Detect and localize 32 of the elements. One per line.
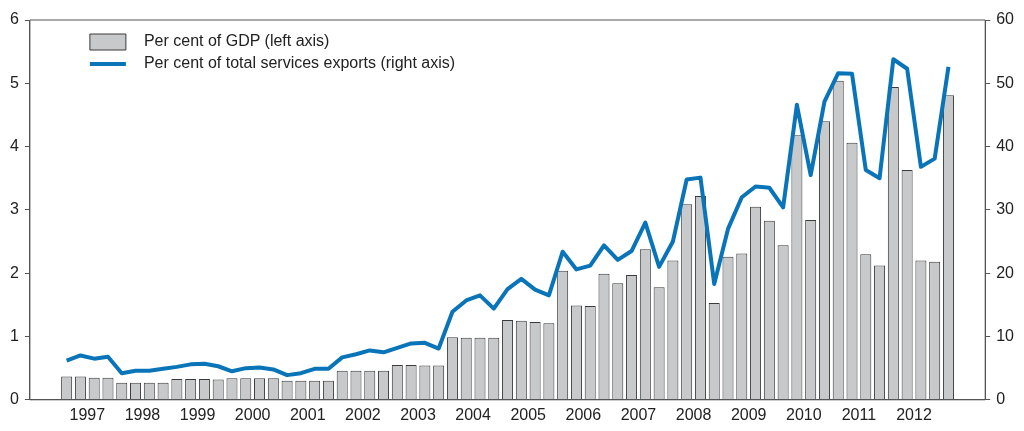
x-tick-label: 2003	[400, 405, 436, 423]
x-tick-label: 1998	[124, 405, 161, 423]
y-tick-label: 4	[9, 137, 19, 155]
y-tick-label: 5	[9, 73, 19, 91]
x-tick-label: 2005	[510, 405, 547, 423]
x-tick-label: 2011	[841, 405, 877, 423]
y-tick-label: 6	[9, 10, 19, 28]
y2-tick-label: 50	[996, 73, 1015, 91]
y-tick-label: 1	[9, 326, 19, 344]
x-tick-label: 2007	[620, 405, 657, 423]
x-tick-label: 2002	[345, 405, 381, 423]
y2-tick-label: 60	[996, 10, 1015, 28]
y2-tick-label: 0	[996, 390, 1006, 408]
y2-tick-label: 10	[996, 326, 1015, 344]
x-tick-label: 1997	[69, 405, 106, 423]
x-tick-label: 2010	[785, 405, 822, 423]
y-tick-label: 2	[9, 263, 19, 281]
y2-tick-label: 30	[996, 200, 1015, 218]
x-tick-label: 1999	[179, 405, 216, 423]
x-tick-label: 2000	[234, 405, 271, 423]
y2-tick-label: 40	[996, 137, 1015, 155]
x-tick-label: 2008	[675, 405, 712, 423]
legend-label: Per cent of total services exports (right axis)	[143, 54, 456, 72]
x-tick-label: 2006	[565, 405, 602, 423]
x-tick-label: 2001	[289, 405, 326, 423]
legend-label: Per cent of GDP (left axis)	[143, 32, 330, 50]
y2-tick-label: 20	[996, 263, 1015, 281]
x-tick-label: 2004	[455, 405, 491, 423]
x-tick-label: 2009	[730, 405, 767, 423]
y-tick-label: 0	[9, 390, 19, 408]
x-tick-label: 2012	[896, 405, 932, 423]
y-tick-label: 3	[9, 200, 19, 218]
